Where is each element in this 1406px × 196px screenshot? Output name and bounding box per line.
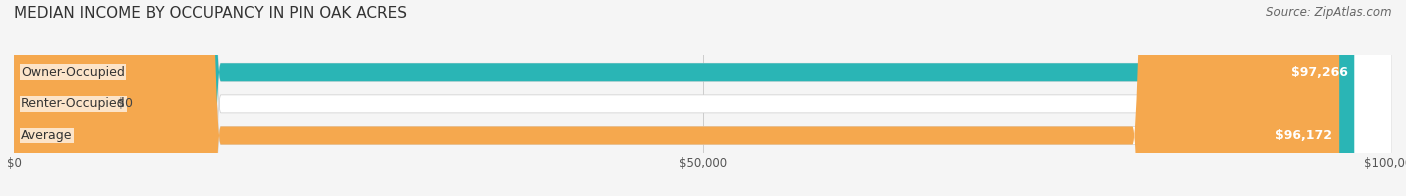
FancyBboxPatch shape (14, 0, 1392, 196)
FancyBboxPatch shape (14, 0, 1392, 196)
FancyBboxPatch shape (14, 0, 1354, 196)
Text: Owner-Occupied: Owner-Occupied (21, 66, 125, 79)
Text: $96,172: $96,172 (1275, 129, 1333, 142)
FancyBboxPatch shape (14, 0, 1339, 196)
FancyBboxPatch shape (14, 0, 1392, 196)
Text: Renter-Occupied: Renter-Occupied (21, 97, 125, 110)
FancyBboxPatch shape (14, 0, 104, 196)
Text: Source: ZipAtlas.com: Source: ZipAtlas.com (1267, 6, 1392, 19)
Text: Average: Average (21, 129, 73, 142)
Text: $97,266: $97,266 (1291, 66, 1347, 79)
Text: MEDIAN INCOME BY OCCUPANCY IN PIN OAK ACRES: MEDIAN INCOME BY OCCUPANCY IN PIN OAK AC… (14, 6, 408, 21)
Text: $0: $0 (118, 97, 134, 110)
